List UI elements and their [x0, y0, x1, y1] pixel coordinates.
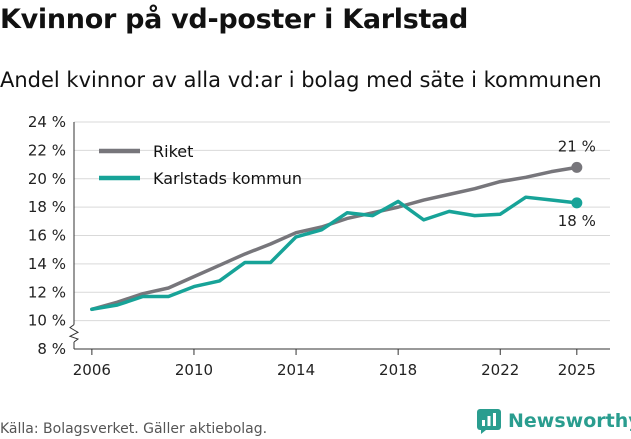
- legend: Riket Karlstads kommun: [99, 142, 302, 188]
- series-end-label-1: 18 %: [558, 212, 596, 230]
- y-tick-label: 14 %: [28, 255, 66, 273]
- gridlines: [74, 121, 610, 322]
- series-lines: [90, 161, 583, 312]
- x-tick-label: 2018: [379, 361, 417, 379]
- end-labels: 21 % 18 %: [558, 137, 596, 229]
- x-tick-label: 2010: [175, 361, 213, 379]
- x-tick-label: 2006: [73, 361, 111, 379]
- series-line-1: [90, 195, 579, 312]
- series-end-point-1: [571, 197, 583, 209]
- x-axis: 2006 2010 2014 2018 2022 2025: [68, 122, 610, 379]
- brand-name: Newsworthy: [508, 410, 631, 432]
- y-axis-break-icon: [68, 324, 80, 343]
- y-tick-label: 10 %: [28, 312, 66, 330]
- chart-subtitle: Andel kvinnor av alla vd:ar i bolag med …: [0, 68, 602, 92]
- x-tick-label: 2014: [277, 361, 315, 379]
- y-tick-label: 24 %: [28, 113, 66, 131]
- series-line-0: [90, 165, 579, 312]
- legend-label-1: Karlstads kommun: [153, 169, 302, 188]
- brand-logo: Newsworthy: [476, 408, 631, 434]
- y-tick-label: 20 %: [28, 170, 66, 188]
- y-axis-ticks: 8 % 10 % 12 % 14 % 16 % 18 % 20 % 22 % 24 %: [28, 113, 66, 358]
- legend-label-0: Riket: [153, 142, 193, 161]
- y-tick-label: 12 %: [28, 283, 66, 301]
- y-tick-label: 18 %: [28, 198, 66, 216]
- source-note: Källa: Bolagsverket. Gäller aktiebolag.: [0, 421, 268, 437]
- newsworthy-logo-icon: [477, 409, 501, 434]
- x-tick-label: 2022: [481, 361, 519, 379]
- chart-title: Kvinnor på vd-poster i Karlstad: [0, 4, 469, 35]
- y-tick-label: 16 %: [28, 227, 66, 245]
- x-tick-label: 2025: [558, 361, 596, 379]
- series-end-label-0: 21 %: [558, 137, 596, 155]
- y-tick-label: 8 %: [37, 340, 66, 358]
- series-end-point-0: [571, 161, 583, 173]
- y-tick-label: 22 %: [28, 141, 66, 159]
